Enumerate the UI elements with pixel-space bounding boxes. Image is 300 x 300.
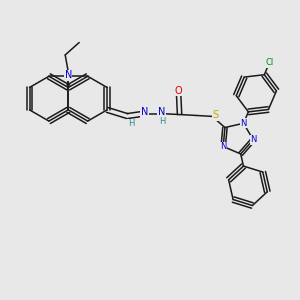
Text: N: N [220,142,226,151]
Text: H: H [159,117,166,126]
Text: N: N [250,135,256,144]
Text: N: N [64,70,72,80]
Text: N: N [158,107,165,117]
Text: N: N [240,119,247,128]
Text: O: O [175,85,182,96]
Text: S: S [212,110,218,120]
Text: Cl: Cl [265,58,274,67]
Text: H: H [128,119,134,128]
Text: N: N [141,107,148,117]
